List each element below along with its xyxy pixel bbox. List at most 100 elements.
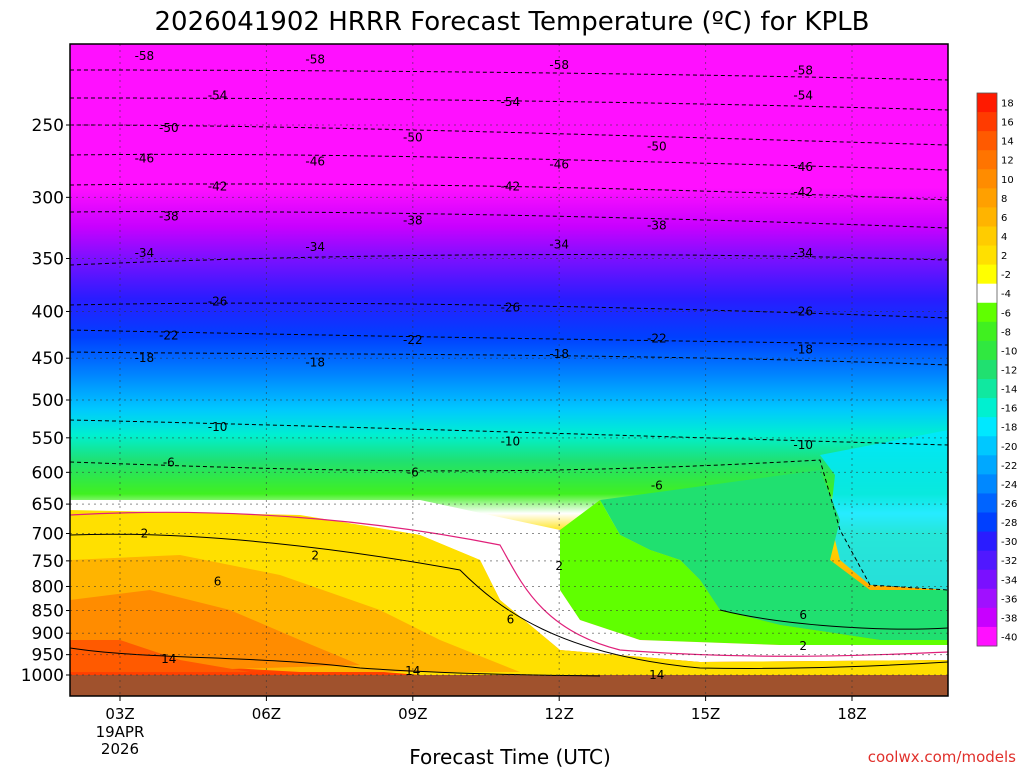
chart-title: 2026041902 HRRR Forecast Temperature (ºC…	[155, 7, 870, 37]
isotherm-label: -46	[793, 160, 813, 174]
x-tick-sublabel: 19APR	[96, 723, 145, 741]
isotherm-label: -26	[208, 294, 228, 308]
isotherm-label: -58	[305, 53, 325, 67]
y-tick-label: 250	[32, 116, 64, 136]
isotherm-label: -22	[647, 331, 667, 345]
colorbar-swatch	[977, 531, 997, 552]
isotherm-label: -58	[135, 49, 155, 63]
x-axis-label: Forecast Time (UTC)	[409, 745, 611, 768]
x-tick-label: 09Z	[398, 705, 427, 723]
colorbar-label: -8	[1001, 327, 1011, 338]
colorbar-swatch	[977, 455, 997, 475]
green-region	[560, 500, 948, 645]
isotherm-minus54	[70, 97, 948, 111]
isotherm-minus46	[70, 153, 948, 171]
y-tick-label: 700	[32, 524, 64, 544]
colorbar-label: -40	[1001, 632, 1017, 643]
isotherm-label: 2	[555, 559, 563, 573]
colorbar-label: -34	[1001, 575, 1017, 586]
isotherm-2	[70, 533, 948, 669]
colorbar-swatch	[977, 398, 997, 418]
isotherm-label: -6	[163, 455, 175, 469]
colorbar-label: -22	[1001, 461, 1017, 472]
y-tick-label: 850	[32, 602, 64, 622]
colorbar-label: -6	[1001, 308, 1011, 319]
colorbar-label: -30	[1001, 537, 1017, 548]
isotherm-contours	[70, 69, 948, 591]
ground-layer	[70, 675, 948, 696]
isotherm-label: -10	[793, 438, 813, 452]
colorbar-swatch	[977, 302, 997, 323]
colorbar-label: -4	[1001, 289, 1011, 300]
isotherm-label: -50	[159, 121, 179, 135]
colorbar-label: -16	[1001, 404, 1017, 415]
isotherm-minus22	[70, 329, 948, 346]
colorbar-label: -12	[1001, 366, 1017, 377]
isotherm-label: 6	[799, 608, 807, 622]
zero-isotherm	[70, 511, 948, 657]
isotherm-minus34	[70, 254, 948, 266]
colorbar-swatch	[977, 245, 997, 266]
colorbar-swatch	[977, 436, 997, 456]
colorbar-label: -18	[1001, 423, 1017, 434]
isotherm-label: -54	[208, 88, 228, 102]
isotherm-label: 2	[799, 639, 807, 653]
colorbar-label: -38	[1001, 613, 1017, 624]
isotherm-label: -18	[549, 347, 569, 361]
isotherm-label: -58	[793, 64, 813, 78]
colorbar-swatch	[977, 474, 997, 494]
x-tick-label: 15Z	[691, 705, 720, 723]
isotherm-label: -50	[403, 130, 423, 144]
plot-frame	[69, 43, 949, 697]
colorbar-label: -2	[1001, 270, 1011, 281]
colorbar-swatch	[977, 226, 997, 247]
y-tick-label: 900	[32, 624, 64, 644]
y-tick-label: 1000	[21, 666, 64, 686]
isotherm-label: -22	[403, 333, 423, 347]
colorbar-swatch	[977, 112, 997, 132]
colorbar-swatch	[977, 207, 997, 227]
y-axis-ticks: 2503003504004505005506006507007508008509…	[21, 116, 70, 686]
isotherm-label: -6	[651, 478, 663, 492]
colorbar-swatch	[977, 379, 997, 399]
isotherm-label: -46	[305, 154, 325, 168]
colorbar-swatch	[977, 359, 997, 380]
isotherm-minus18	[70, 351, 948, 366]
isotherm-6	[719, 609, 948, 630]
isotherm-label: -22	[159, 329, 179, 343]
x-tick-label: 03Z	[105, 705, 134, 723]
colorbar-swatch	[977, 417, 997, 437]
isotherm-label: 2	[311, 549, 319, 563]
isotherm-label: -54	[793, 88, 813, 102]
y-tick-label: 550	[32, 429, 64, 449]
isotherm-label: -34	[793, 246, 813, 260]
y-tick-label: 600	[32, 463, 64, 483]
isotherm-label: -34	[135, 246, 155, 260]
isotherm-label: -42	[793, 185, 813, 199]
colorbar-label: -26	[1001, 499, 1017, 510]
isotherm-label: -54	[501, 95, 521, 109]
isotherm-label: -10	[208, 420, 228, 434]
plot-area	[70, 44, 948, 696]
grid-lines	[70, 44, 948, 696]
colorbar-swatch	[977, 321, 997, 342]
colorbar-label: 2	[1001, 251, 1007, 262]
y-tick-label: 500	[32, 391, 64, 411]
colorbar-label: 16	[1001, 118, 1014, 129]
colorbar-label: -32	[1001, 556, 1017, 567]
isotherm-label: -18	[305, 356, 325, 370]
isotherm-minus42	[70, 183, 948, 201]
isotherm-minus50	[70, 124, 948, 146]
y-tick-label: 950	[32, 646, 64, 666]
isotherm-14	[70, 647, 601, 677]
isotherm-label: 6	[507, 613, 515, 627]
colorbar-label: -36	[1001, 594, 1017, 605]
isotherm-label: -18	[135, 351, 155, 365]
colorbar-label: 8	[1001, 194, 1007, 205]
colorbar-label: -24	[1001, 480, 1017, 491]
isotherm-labels: -58 -58 -58 -58 -54 -54 -54 -50 -50 -50 -46 -46 -46 -…	[135, 49, 813, 682]
isotherm-label: 2	[141, 526, 149, 540]
colorbar-label: 12	[1001, 156, 1014, 167]
x-tick-sublabel: 2026	[101, 740, 139, 758]
colorbar-label: -10	[1001, 346, 1017, 357]
